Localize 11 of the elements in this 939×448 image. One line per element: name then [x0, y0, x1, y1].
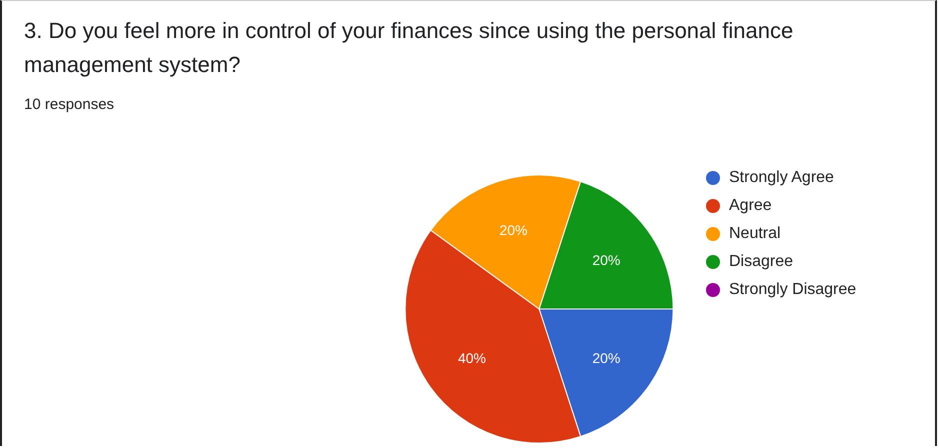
legend-label: Agree — [729, 196, 772, 216]
legend-label: Strongly Disagree — [729, 280, 856, 300]
legend-label: Strongly Agree — [729, 168, 834, 188]
data-label: 20% — [592, 252, 620, 268]
legend-label: Disagree — [729, 252, 794, 272]
legend-label: Neutral — [729, 224, 781, 244]
data-label: 20% — [592, 350, 620, 366]
data-label: 40% — [458, 350, 486, 366]
text: 10 responses — [24, 96, 114, 113]
chart-title: 3. Do you feel more in control of your finances since using the personal finance management system? — [24, 17, 794, 79]
data-label: 20% — [499, 222, 528, 238]
